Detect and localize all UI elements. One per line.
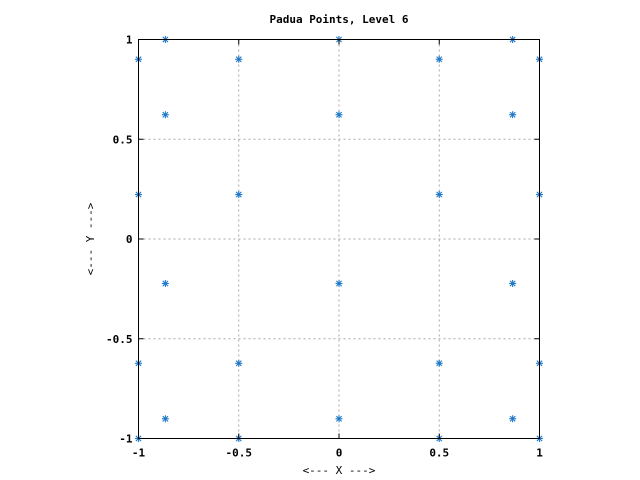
- data-point-asterisk: [335, 279, 343, 287]
- x-tick-label: 1: [536, 447, 543, 460]
- y-axis-label: <--- Y --->: [84, 202, 97, 275]
- data-point-asterisk: [235, 55, 243, 63]
- data-point-asterisk: [335, 415, 343, 423]
- y-tick-label: -1: [119, 433, 133, 446]
- data-point-asterisk: [161, 111, 169, 119]
- x-tick-label: 0: [336, 447, 343, 460]
- data-point-asterisk: [435, 359, 443, 367]
- grid: [138, 39, 540, 439]
- x-axis-label: <--- X --->: [303, 464, 376, 477]
- y-tick-label: 0: [126, 233, 133, 246]
- data-point-asterisk: [435, 191, 443, 199]
- chart-title: Padua Points, Level 6: [269, 13, 408, 26]
- data-point-asterisk: [509, 111, 517, 119]
- y-tick-label: 0.5: [113, 133, 133, 146]
- data-point-asterisk: [509, 415, 517, 423]
- y-tick-label: 1: [126, 34, 133, 47]
- data-point-asterisk: [435, 55, 443, 63]
- data-point-asterisk: [235, 359, 243, 367]
- data-point-asterisk: [161, 415, 169, 423]
- data-point-asterisk: [161, 279, 169, 287]
- tick-labels: -1 -0.5 0 0.5 1 -1 -0.5 0 0.5 1: [106, 34, 543, 460]
- data-point-asterisk: [509, 279, 517, 287]
- axis-ticks: [138, 39, 540, 439]
- data-point-asterisk: [335, 111, 343, 119]
- x-tick-label: -1: [132, 447, 146, 460]
- data-point-asterisk: [235, 191, 243, 199]
- x-tick-label: 0.5: [429, 447, 449, 460]
- x-tick-label: -0.5: [226, 447, 253, 460]
- y-tick-label: -0.5: [106, 333, 133, 346]
